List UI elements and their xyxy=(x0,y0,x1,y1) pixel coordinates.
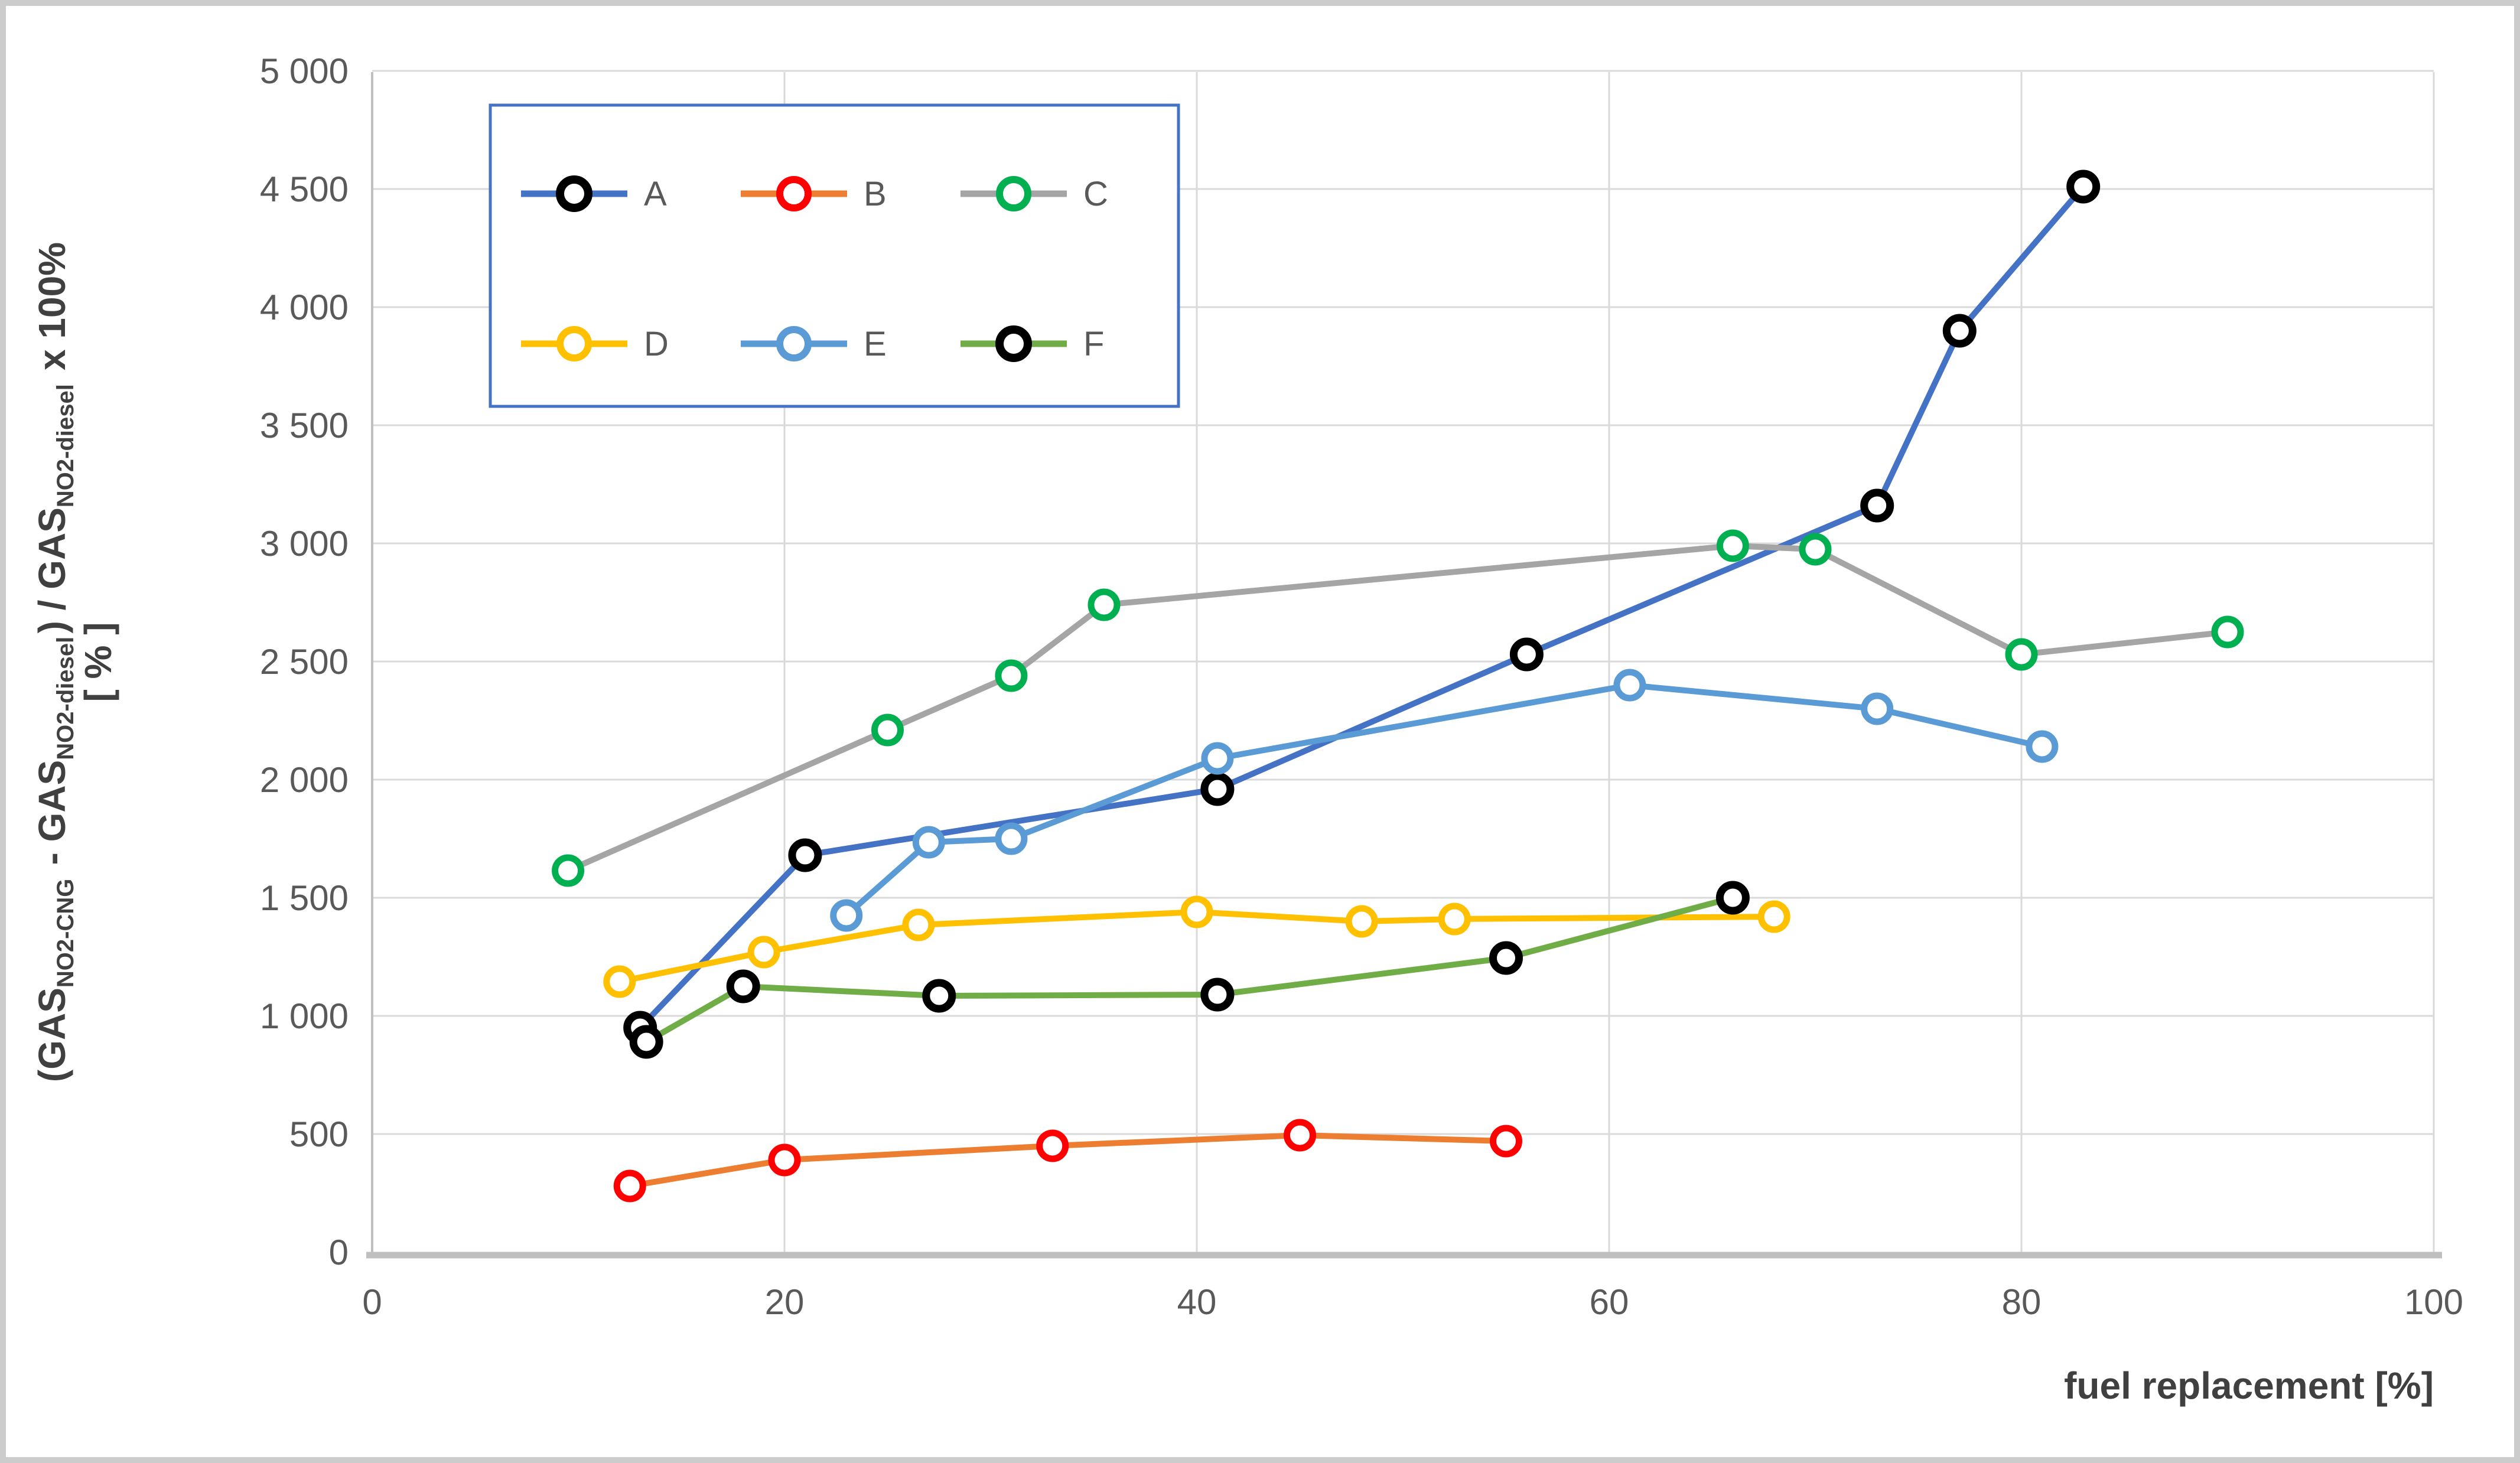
series-C-marker xyxy=(1716,529,1749,562)
series-E-marker xyxy=(1613,669,1646,702)
x-tick-label: 80 xyxy=(2002,1282,2042,1322)
series-B-marker xyxy=(1284,1119,1316,1152)
series-F-marker xyxy=(1200,977,1235,1012)
series-C-line xyxy=(565,543,2231,874)
legend-label-E: E xyxy=(864,325,887,363)
series-A-marker xyxy=(1942,314,1977,348)
series-E-marker xyxy=(1861,692,1894,725)
series-C-marker xyxy=(2211,615,2244,649)
series-C-marker xyxy=(1088,588,1121,621)
series-A-marker xyxy=(1200,772,1235,806)
y-tick-label: 4 000 xyxy=(260,288,349,327)
series-F-marker xyxy=(1489,941,1523,975)
legend-key-marker-B xyxy=(776,176,812,211)
series-C-marker xyxy=(552,854,585,887)
x-tick-label: 60 xyxy=(1590,1282,1629,1322)
series-D-marker xyxy=(1757,900,1790,933)
x-tick-label: 20 xyxy=(765,1282,805,1322)
series-D-marker xyxy=(1438,902,1471,936)
legend-label-A: A xyxy=(644,175,667,213)
series-E-marker xyxy=(2026,730,2059,763)
x-tick-label: 0 xyxy=(362,1282,382,1322)
legend-label-D: D xyxy=(644,325,669,363)
series-F-marker xyxy=(726,969,760,1003)
y-tick-label: 0 xyxy=(329,1233,349,1272)
series-A-marker xyxy=(1860,488,1894,523)
series-D-marker xyxy=(603,965,636,998)
y-tick-label: 3 500 xyxy=(260,406,349,445)
y-tick-label: 4 500 xyxy=(260,170,349,209)
y-tick-label: 2 000 xyxy=(260,760,349,800)
x-tick-label: 40 xyxy=(1177,1282,1217,1322)
series-C-marker xyxy=(2005,638,2038,671)
series-E-marker xyxy=(995,822,1028,855)
series-A-marker xyxy=(1509,637,1544,672)
series-E-line xyxy=(843,682,2045,918)
y-tick-label: 500 xyxy=(289,1115,349,1154)
y-tick-label: 1 500 xyxy=(260,878,349,918)
series-F-line xyxy=(643,895,1736,1045)
series-B-marker xyxy=(1036,1129,1069,1162)
legend-key-marker-A xyxy=(556,175,592,212)
legend-key-marker-E xyxy=(776,326,812,361)
series-F-marker xyxy=(922,979,956,1013)
series-A-marker xyxy=(788,838,822,872)
series-B-marker xyxy=(613,1169,646,1203)
x-tick-label: 100 xyxy=(2404,1282,2463,1322)
y-axis-title-line1: (GASNO2-CNG - GASNO2-diesel ) / GASNO2-d… xyxy=(31,242,79,1082)
legend-label-C: C xyxy=(1083,175,1108,213)
y-axis-title-line2: [ % ] xyxy=(77,622,119,702)
series-D-marker xyxy=(1345,905,1378,938)
legend-box xyxy=(489,103,1180,408)
series-E-marker xyxy=(912,826,945,859)
legend-key-marker-D xyxy=(556,326,592,361)
series-C-marker xyxy=(871,713,904,747)
x-axis-title: fuel replacement [%] xyxy=(2064,1364,2434,1407)
series-E-marker xyxy=(1201,742,1234,775)
series-B-marker xyxy=(768,1143,801,1177)
series-C-marker xyxy=(1799,533,1832,566)
series-C-marker xyxy=(995,659,1028,692)
series-B-marker xyxy=(1490,1125,1522,1158)
series-F-marker xyxy=(629,1025,663,1059)
series-E-marker xyxy=(830,899,863,932)
series-A-marker xyxy=(2066,170,2101,204)
series-D-marker xyxy=(902,908,935,941)
y-tick-label: 1 000 xyxy=(260,996,349,1036)
y-tick-label: 2 500 xyxy=(260,642,349,682)
legend-key-marker-C xyxy=(996,176,1031,211)
legend-label-F: F xyxy=(1083,325,1104,363)
series-F-marker xyxy=(1715,881,1750,915)
legend-key-marker-F xyxy=(995,325,1032,362)
series-D-marker xyxy=(1180,895,1213,928)
y-tick-label: 5 000 xyxy=(260,51,349,91)
legend-label-B: B xyxy=(864,175,887,213)
series-D-marker xyxy=(747,936,780,969)
line-chart: 5 000 4 500 4 000 3 500 3 000 2 500 2 000 1 500… xyxy=(31,51,2463,1407)
y-tick-label: 3 000 xyxy=(260,524,349,563)
